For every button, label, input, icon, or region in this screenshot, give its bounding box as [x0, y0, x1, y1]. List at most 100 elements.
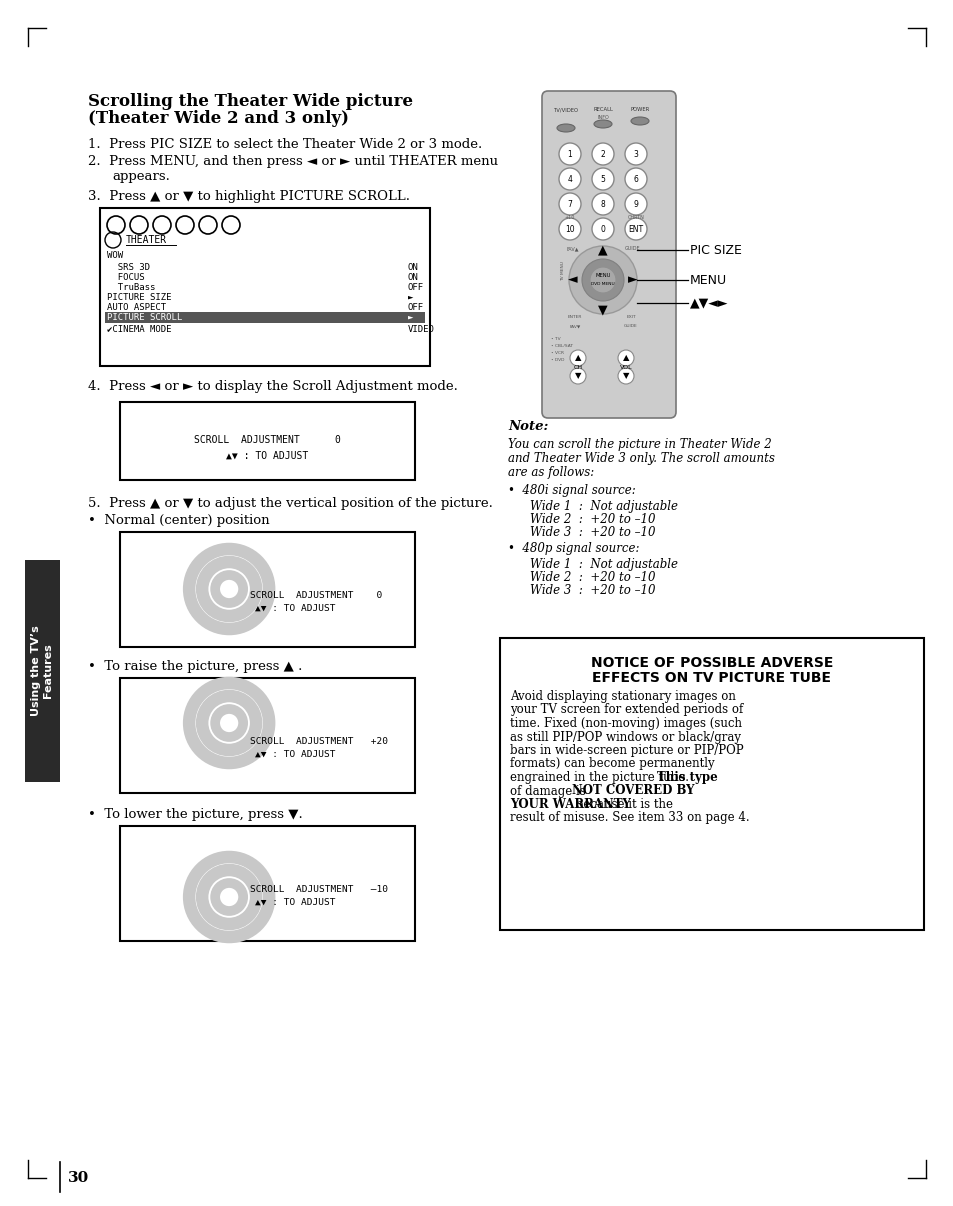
- Text: THEATER: THEATER: [126, 235, 167, 245]
- Text: ◄: ◄: [568, 274, 578, 287]
- Bar: [25, 560, 60, 781]
- Text: and Theater Wide 3 only. The scroll amounts: and Theater Wide 3 only. The scroll amou…: [507, 452, 774, 466]
- Text: Wide 3  :  +20 to –10: Wide 3 : +20 to –10: [530, 584, 655, 597]
- Text: +10: +10: [564, 215, 575, 219]
- Text: SCROLL  ADJUSTMENT    0: SCROLL ADJUSTMENT 0: [250, 591, 381, 599]
- Text: POWER: POWER: [630, 107, 649, 112]
- Circle shape: [589, 267, 616, 293]
- Text: Using the TV’s
Features: Using the TV’s Features: [31, 626, 52, 716]
- Text: MENU: MENU: [595, 273, 610, 277]
- Ellipse shape: [594, 121, 612, 128]
- Text: ▼: ▼: [574, 371, 580, 381]
- Text: 1.  Press PIC SIZE to select the Theater Wide 2 or 3 mode.: 1. Press PIC SIZE to select the Theater …: [88, 137, 482, 151]
- Circle shape: [624, 193, 646, 215]
- Text: ▲: ▲: [598, 244, 607, 257]
- Text: appears.: appears.: [112, 170, 170, 183]
- Text: PICTURE SIZE: PICTURE SIZE: [107, 293, 172, 302]
- Text: 5.  Press ▲ or ▼ to adjust the vertical position of the picture.: 5. Press ▲ or ▼ to adjust the vertical p…: [88, 497, 493, 510]
- Text: Note:: Note:: [507, 420, 548, 433]
- Circle shape: [558, 218, 580, 240]
- Text: ENTER: ENTER: [567, 315, 581, 320]
- Text: FAV▼: FAV▼: [569, 324, 580, 328]
- Bar: [120, 678, 415, 794]
- Text: ✔CINEMA MODE: ✔CINEMA MODE: [107, 324, 172, 334]
- Text: 3.  Press ▲ or ▼ to highlight PICTURE SCROLL.: 3. Press ▲ or ▼ to highlight PICTURE SCR…: [88, 191, 410, 203]
- Text: 6: 6: [633, 175, 638, 183]
- Text: MENU: MENU: [689, 274, 726, 287]
- Text: 5: 5: [600, 175, 605, 183]
- Text: SCROLL  ADJUSTMENT      0: SCROLL ADJUSTMENT 0: [193, 435, 340, 445]
- Text: ►: ►: [627, 274, 638, 287]
- Text: Wide 1  :  Not adjustable: Wide 1 : Not adjustable: [530, 558, 678, 570]
- Ellipse shape: [557, 124, 575, 131]
- Circle shape: [568, 246, 637, 314]
- Text: ENT: ENT: [628, 224, 643, 234]
- Text: Wide 3  :  +20 to –10: Wide 3 : +20 to –10: [530, 526, 655, 539]
- Text: 0: 0: [600, 224, 605, 234]
- FancyBboxPatch shape: [541, 90, 676, 418]
- Text: are as follows:: are as follows:: [507, 466, 594, 479]
- Text: result of misuse. See item 33 on page 4.: result of misuse. See item 33 on page 4.: [510, 812, 749, 825]
- Text: INFO: INFO: [597, 115, 608, 121]
- Text: TV/VIDEO: TV/VIDEO: [553, 107, 578, 112]
- Text: GUIDE: GUIDE: [623, 324, 638, 328]
- Text: 9: 9: [633, 199, 638, 209]
- Text: • VCR: • VCR: [551, 351, 563, 355]
- Text: 10: 10: [564, 224, 575, 234]
- Text: ▲▼ : TO ADJUST: ▲▼ : TO ADJUST: [254, 897, 335, 907]
- Text: 8: 8: [600, 199, 605, 209]
- Text: VIDEO: VIDEO: [408, 324, 435, 334]
- Circle shape: [624, 144, 646, 165]
- Text: 4.  Press ◄ or ► to display the Scroll Adjustment mode.: 4. Press ◄ or ► to display the Scroll Ad…: [88, 380, 457, 393]
- Text: 1: 1: [567, 150, 572, 158]
- Text: NOT COVERED BY: NOT COVERED BY: [571, 784, 694, 797]
- Text: ▲▼ : TO ADJUST: ▲▼ : TO ADJUST: [254, 749, 335, 759]
- Text: Scrolling the Theater Wide picture: Scrolling the Theater Wide picture: [88, 93, 413, 110]
- Text: TruBass: TruBass: [107, 282, 155, 292]
- Text: of damage is: of damage is: [510, 784, 589, 797]
- Text: formats) can become permanently: formats) can become permanently: [510, 757, 714, 771]
- Text: •  480p signal source:: • 480p signal source:: [507, 541, 639, 555]
- Text: CH: CH: [573, 364, 582, 369]
- Bar: [100, 207, 430, 365]
- Text: •  To lower the picture, press ▼.: • To lower the picture, press ▼.: [88, 808, 302, 821]
- Text: YOUR WARRANTY: YOUR WARRANTY: [510, 798, 630, 810]
- Text: RECALL: RECALL: [593, 107, 612, 112]
- Circle shape: [581, 259, 623, 302]
- Text: ▲: ▲: [622, 353, 629, 363]
- Text: •  To raise the picture, press ▲ .: • To raise the picture, press ▲ .: [88, 660, 302, 673]
- Text: Avoid displaying stationary images on: Avoid displaying stationary images on: [510, 690, 735, 703]
- Text: engrained in the picture tube.: engrained in the picture tube.: [510, 771, 692, 784]
- Text: EXIT: EXIT: [625, 315, 635, 320]
- Text: 7: 7: [567, 199, 572, 209]
- Text: You can scroll the picture in Theater Wide 2: You can scroll the picture in Theater Wi…: [507, 438, 771, 451]
- Text: WOW: WOW: [107, 251, 123, 259]
- Text: •  Normal (center) position: • Normal (center) position: [88, 514, 270, 527]
- Text: Wide 1  :  Not adjustable: Wide 1 : Not adjustable: [530, 500, 678, 513]
- Text: 30: 30: [68, 1171, 90, 1185]
- Text: AUTO ASPECT: AUTO ASPECT: [107, 303, 166, 311]
- Circle shape: [558, 144, 580, 165]
- Text: SRS 3D: SRS 3D: [107, 263, 150, 271]
- Text: OFF: OFF: [408, 303, 424, 311]
- Text: ►: ►: [408, 293, 413, 302]
- Text: ON: ON: [408, 263, 418, 271]
- Circle shape: [618, 368, 634, 384]
- Text: FAV▲: FAV▲: [566, 246, 578, 251]
- Text: SCROLL  ADJUSTMENT   +20: SCROLL ADJUSTMENT +20: [250, 737, 387, 745]
- Text: 2.  Press MENU, and then press ◄ or ► until THEATER menu: 2. Press MENU, and then press ◄ or ► unt…: [88, 156, 497, 168]
- Text: because it is the: because it is the: [571, 798, 672, 810]
- Text: VOL: VOL: [619, 364, 632, 369]
- Text: EFFECTS ON TV PICTURE TUBE: EFFECTS ON TV PICTURE TUBE: [592, 671, 831, 685]
- Ellipse shape: [630, 117, 648, 125]
- Text: PIC SIZE: PIC SIZE: [689, 244, 741, 257]
- Text: ▲▼ : TO ADJUST: ▲▼ : TO ADJUST: [226, 451, 309, 461]
- Circle shape: [592, 218, 614, 240]
- Circle shape: [558, 193, 580, 215]
- Text: NOTICE OF POSSIBLE ADVERSE: NOTICE OF POSSIBLE ADVERSE: [590, 656, 832, 671]
- Text: • DVD: • DVD: [551, 358, 564, 362]
- Text: GUIDE: GUIDE: [624, 246, 640, 251]
- Bar: [120, 826, 415, 941]
- Text: Wide 2  :  +20 to –10: Wide 2 : +20 to –10: [530, 513, 655, 526]
- Text: ▼: ▼: [622, 371, 629, 381]
